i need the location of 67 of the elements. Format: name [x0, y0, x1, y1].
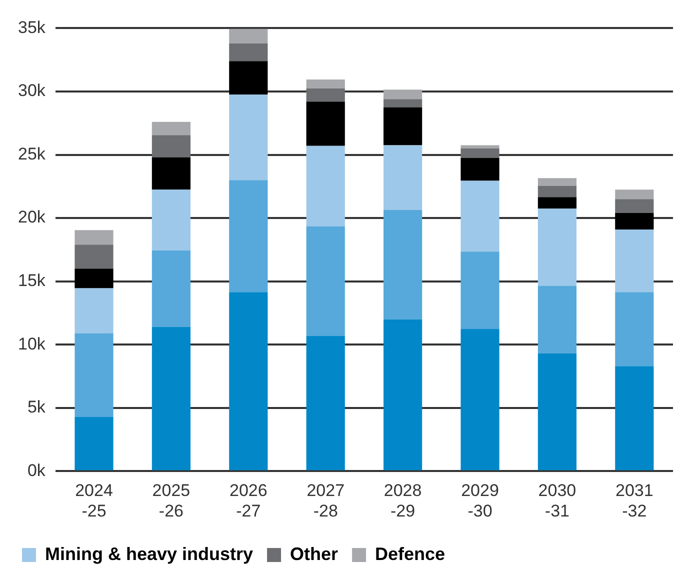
y-tick-label: 15k — [18, 271, 46, 290]
bar — [306, 88, 345, 102]
bar — [538, 186, 576, 198]
bar — [152, 122, 191, 136]
x-tick-label: 2025 -26 — [152, 481, 190, 520]
bar — [615, 292, 654, 366]
bar — [538, 178, 576, 186]
bar — [538, 197, 576, 209]
x-tick-label: 2031 -32 — [615, 481, 654, 520]
bar — [384, 210, 422, 320]
legend-label: Other — [290, 544, 338, 564]
bar — [229, 43, 268, 62]
bar — [306, 146, 345, 226]
bar — [152, 190, 191, 250]
bar — [538, 353, 576, 470]
x-tick-label: 2024 -25 — [75, 481, 113, 520]
bar — [74, 416, 114, 470]
bar — [384, 145, 422, 210]
bar — [460, 180, 500, 252]
x-tick-label: 2029 -30 — [461, 481, 499, 520]
y-tick-label: 35k — [18, 18, 46, 37]
y-tick-label: 25k — [18, 144, 46, 164]
bar — [460, 158, 500, 181]
bar — [74, 288, 114, 334]
bar — [229, 180, 268, 292]
bar — [615, 190, 654, 200]
bar — [615, 212, 654, 230]
bar — [229, 94, 268, 180]
bar — [74, 244, 114, 269]
bar — [538, 208, 576, 286]
bar — [384, 107, 422, 146]
bar — [229, 292, 268, 470]
bar — [384, 99, 422, 108]
bar — [460, 328, 500, 470]
x-tick-label: 2026 -27 — [229, 481, 268, 520]
bar — [306, 336, 345, 470]
bar — [74, 230, 114, 245]
legend-label: Mining & heavy industry — [45, 544, 254, 564]
bar — [152, 157, 191, 190]
bar — [460, 145, 500, 148]
x-tick-label: 2030 -31 — [538, 481, 576, 520]
bar — [229, 28, 268, 44]
legend-label: Defence — [375, 544, 446, 564]
y-tick-label: 10k — [18, 334, 46, 354]
bar — [384, 90, 422, 100]
bar — [306, 226, 345, 336]
x-tick-label: 2027 -28 — [306, 481, 345, 520]
bar — [152, 326, 191, 470]
bar — [74, 268, 114, 288]
x-tick-label: 2028 -29 — [384, 481, 422, 520]
y-tick-label: 30k — [18, 81, 46, 100]
bar — [538, 286, 576, 354]
bar — [152, 135, 191, 158]
y-tick-label: 0k — [27, 460, 46, 480]
bar — [460, 252, 500, 329]
bar — [615, 199, 654, 213]
bar — [460, 148, 500, 158]
bar — [615, 366, 654, 470]
bar — [74, 333, 114, 417]
bar — [306, 79, 345, 88]
bar — [306, 102, 345, 146]
bar — [152, 250, 191, 327]
y-tick-label: 20k — [18, 208, 46, 227]
bar — [229, 61, 268, 95]
y-tick-label: 5k — [27, 398, 46, 417]
bar — [615, 229, 654, 292]
bar — [384, 319, 422, 470]
